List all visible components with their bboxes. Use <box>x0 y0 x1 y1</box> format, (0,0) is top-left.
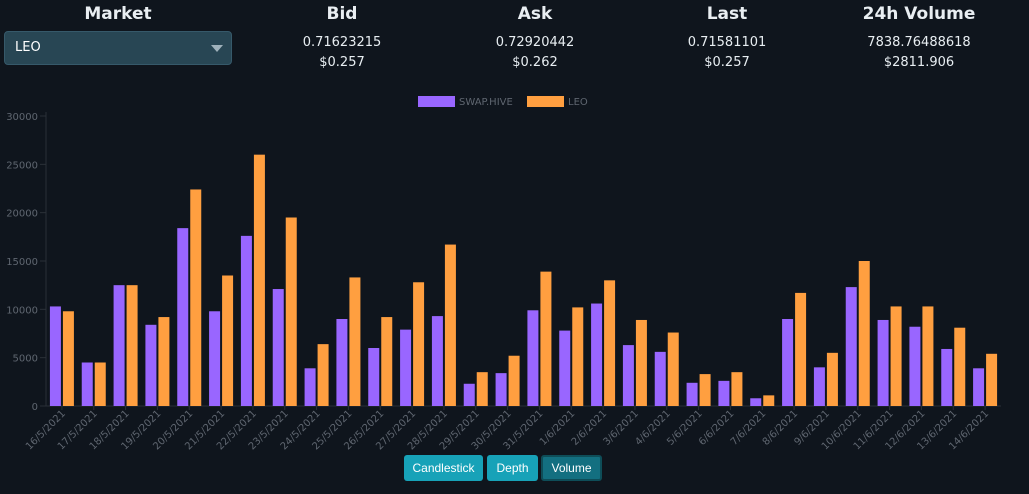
volume-header: 24h Volume <box>862 4 976 24</box>
bar-leo[interactable] <box>381 317 393 406</box>
bar-leo[interactable] <box>190 189 202 406</box>
y-tick-label: 10000 <box>6 305 38 316</box>
bar-swaphive[interactable] <box>177 228 189 406</box>
bar-swaphive[interactable] <box>145 324 157 406</box>
bar-swaphive[interactable] <box>240 235 252 406</box>
bar-leo[interactable] <box>858 261 870 406</box>
bar-swaphive[interactable] <box>272 289 284 406</box>
bar-swaphive[interactable] <box>813 367 825 406</box>
last-usd-value: $0.257 <box>704 55 750 70</box>
y-tick-label: 20000 <box>6 209 38 220</box>
volume-usd-value: $2811.906 <box>883 55 955 70</box>
chevron-down-icon <box>211 45 223 52</box>
market-select[interactable]: LEO <box>4 31 232 65</box>
bar-swaphive[interactable] <box>750 398 762 406</box>
ask-value: 0.72920442 <box>495 35 575 50</box>
market-header: Market <box>84 4 152 24</box>
bar-leo[interactable] <box>158 317 170 406</box>
last-header: Last <box>706 4 748 24</box>
bar-swaphive[interactable] <box>463 383 475 406</box>
bar-leo[interactable] <box>572 307 584 406</box>
bar-swaphive[interactable] <box>431 316 443 406</box>
bar-swaphive[interactable] <box>782 319 794 406</box>
bar-leo[interactable] <box>413 282 425 406</box>
bar-leo[interactable] <box>317 344 329 406</box>
bar-leo[interactable] <box>699 374 711 406</box>
legend-swatch-leo[interactable] <box>527 96 564 107</box>
bar-leo[interactable] <box>349 277 361 406</box>
bar-swaphive[interactable] <box>718 380 730 406</box>
bar-leo[interactable] <box>94 362 106 407</box>
bid-usd-value: $0.257 <box>319 55 365 70</box>
bar-swaphive[interactable] <box>304 368 316 406</box>
bar-leo[interactable] <box>763 395 775 406</box>
bar-swaphive[interactable] <box>527 310 539 406</box>
bar-swaphive[interactable] <box>909 326 921 406</box>
bar-leo[interactable] <box>635 319 647 406</box>
bar-swaphive[interactable] <box>654 351 666 406</box>
ask-header: Ask <box>517 4 553 24</box>
bar-leo[interactable] <box>508 355 520 406</box>
bar-swaphive[interactable] <box>49 306 61 406</box>
bar-swaphive[interactable] <box>845 287 857 406</box>
bar-leo[interactable] <box>222 275 234 407</box>
legend-label-leo[interactable]: LEO <box>568 97 588 108</box>
bar-leo[interactable] <box>62 311 74 406</box>
bar-leo[interactable] <box>604 280 616 406</box>
bar-leo[interactable] <box>986 353 998 406</box>
bar-leo[interactable] <box>795 292 807 406</box>
bar-swaphive[interactable] <box>973 368 985 406</box>
market-select-value: LEO <box>15 40 41 55</box>
bar-swaphive[interactable] <box>877 319 889 406</box>
bar-swaphive[interactable] <box>113 285 125 406</box>
bar-swaphive[interactable] <box>368 348 380 406</box>
y-tick-label: 15000 <box>6 257 38 268</box>
y-tick-label: 25000 <box>6 160 38 171</box>
bar-leo[interactable] <box>126 285 138 406</box>
volume-value: 7838.76488618 <box>867 35 971 50</box>
y-tick-label: 5000 <box>13 354 38 365</box>
bar-swaphive[interactable] <box>591 303 603 406</box>
bar-leo[interactable] <box>731 372 743 406</box>
bar-swaphive[interactable] <box>400 329 412 406</box>
bar-leo[interactable] <box>826 352 838 406</box>
ask-usd-value: $0.262 <box>512 55 558 70</box>
bar-leo[interactable] <box>540 271 552 406</box>
bar-leo[interactable] <box>476 372 488 406</box>
bid-value: 0.71623215 <box>302 35 382 50</box>
bar-leo[interactable] <box>954 327 966 406</box>
depth-button[interactable]: Depth <box>487 455 538 481</box>
candlestick-button[interactable]: Candlestick <box>404 455 483 481</box>
bar-leo[interactable] <box>890 306 902 406</box>
bar-leo[interactable] <box>285 217 297 407</box>
y-tick-label: 0 <box>32 402 38 413</box>
bar-leo[interactable] <box>667 332 679 406</box>
bar-leo[interactable] <box>444 244 456 406</box>
legend-swatch-swaphive[interactable] <box>418 96 455 107</box>
bar-swaphive[interactable] <box>686 382 698 406</box>
bar-leo[interactable] <box>922 306 934 406</box>
bar-swaphive[interactable] <box>209 311 221 406</box>
bar-swaphive[interactable] <box>622 345 634 406</box>
bar-swaphive[interactable] <box>941 348 953 406</box>
last-value: 0.71581101 <box>687 35 767 50</box>
bar-swaphive[interactable] <box>559 330 571 406</box>
volume-chart: 05000100001500020000250003000016/5/20211… <box>6 96 1001 450</box>
y-tick-label: 30000 <box>6 112 38 123</box>
bar-swaphive[interactable] <box>336 319 348 406</box>
legend-label-swaphive[interactable]: SWAP.HIVE <box>459 97 513 108</box>
bar-swaphive[interactable] <box>495 373 507 406</box>
bid-header: Bid <box>326 4 358 24</box>
bar-swaphive[interactable] <box>81 362 93 407</box>
bar-leo[interactable] <box>253 154 265 406</box>
volume-button[interactable]: Volume <box>541 455 602 481</box>
